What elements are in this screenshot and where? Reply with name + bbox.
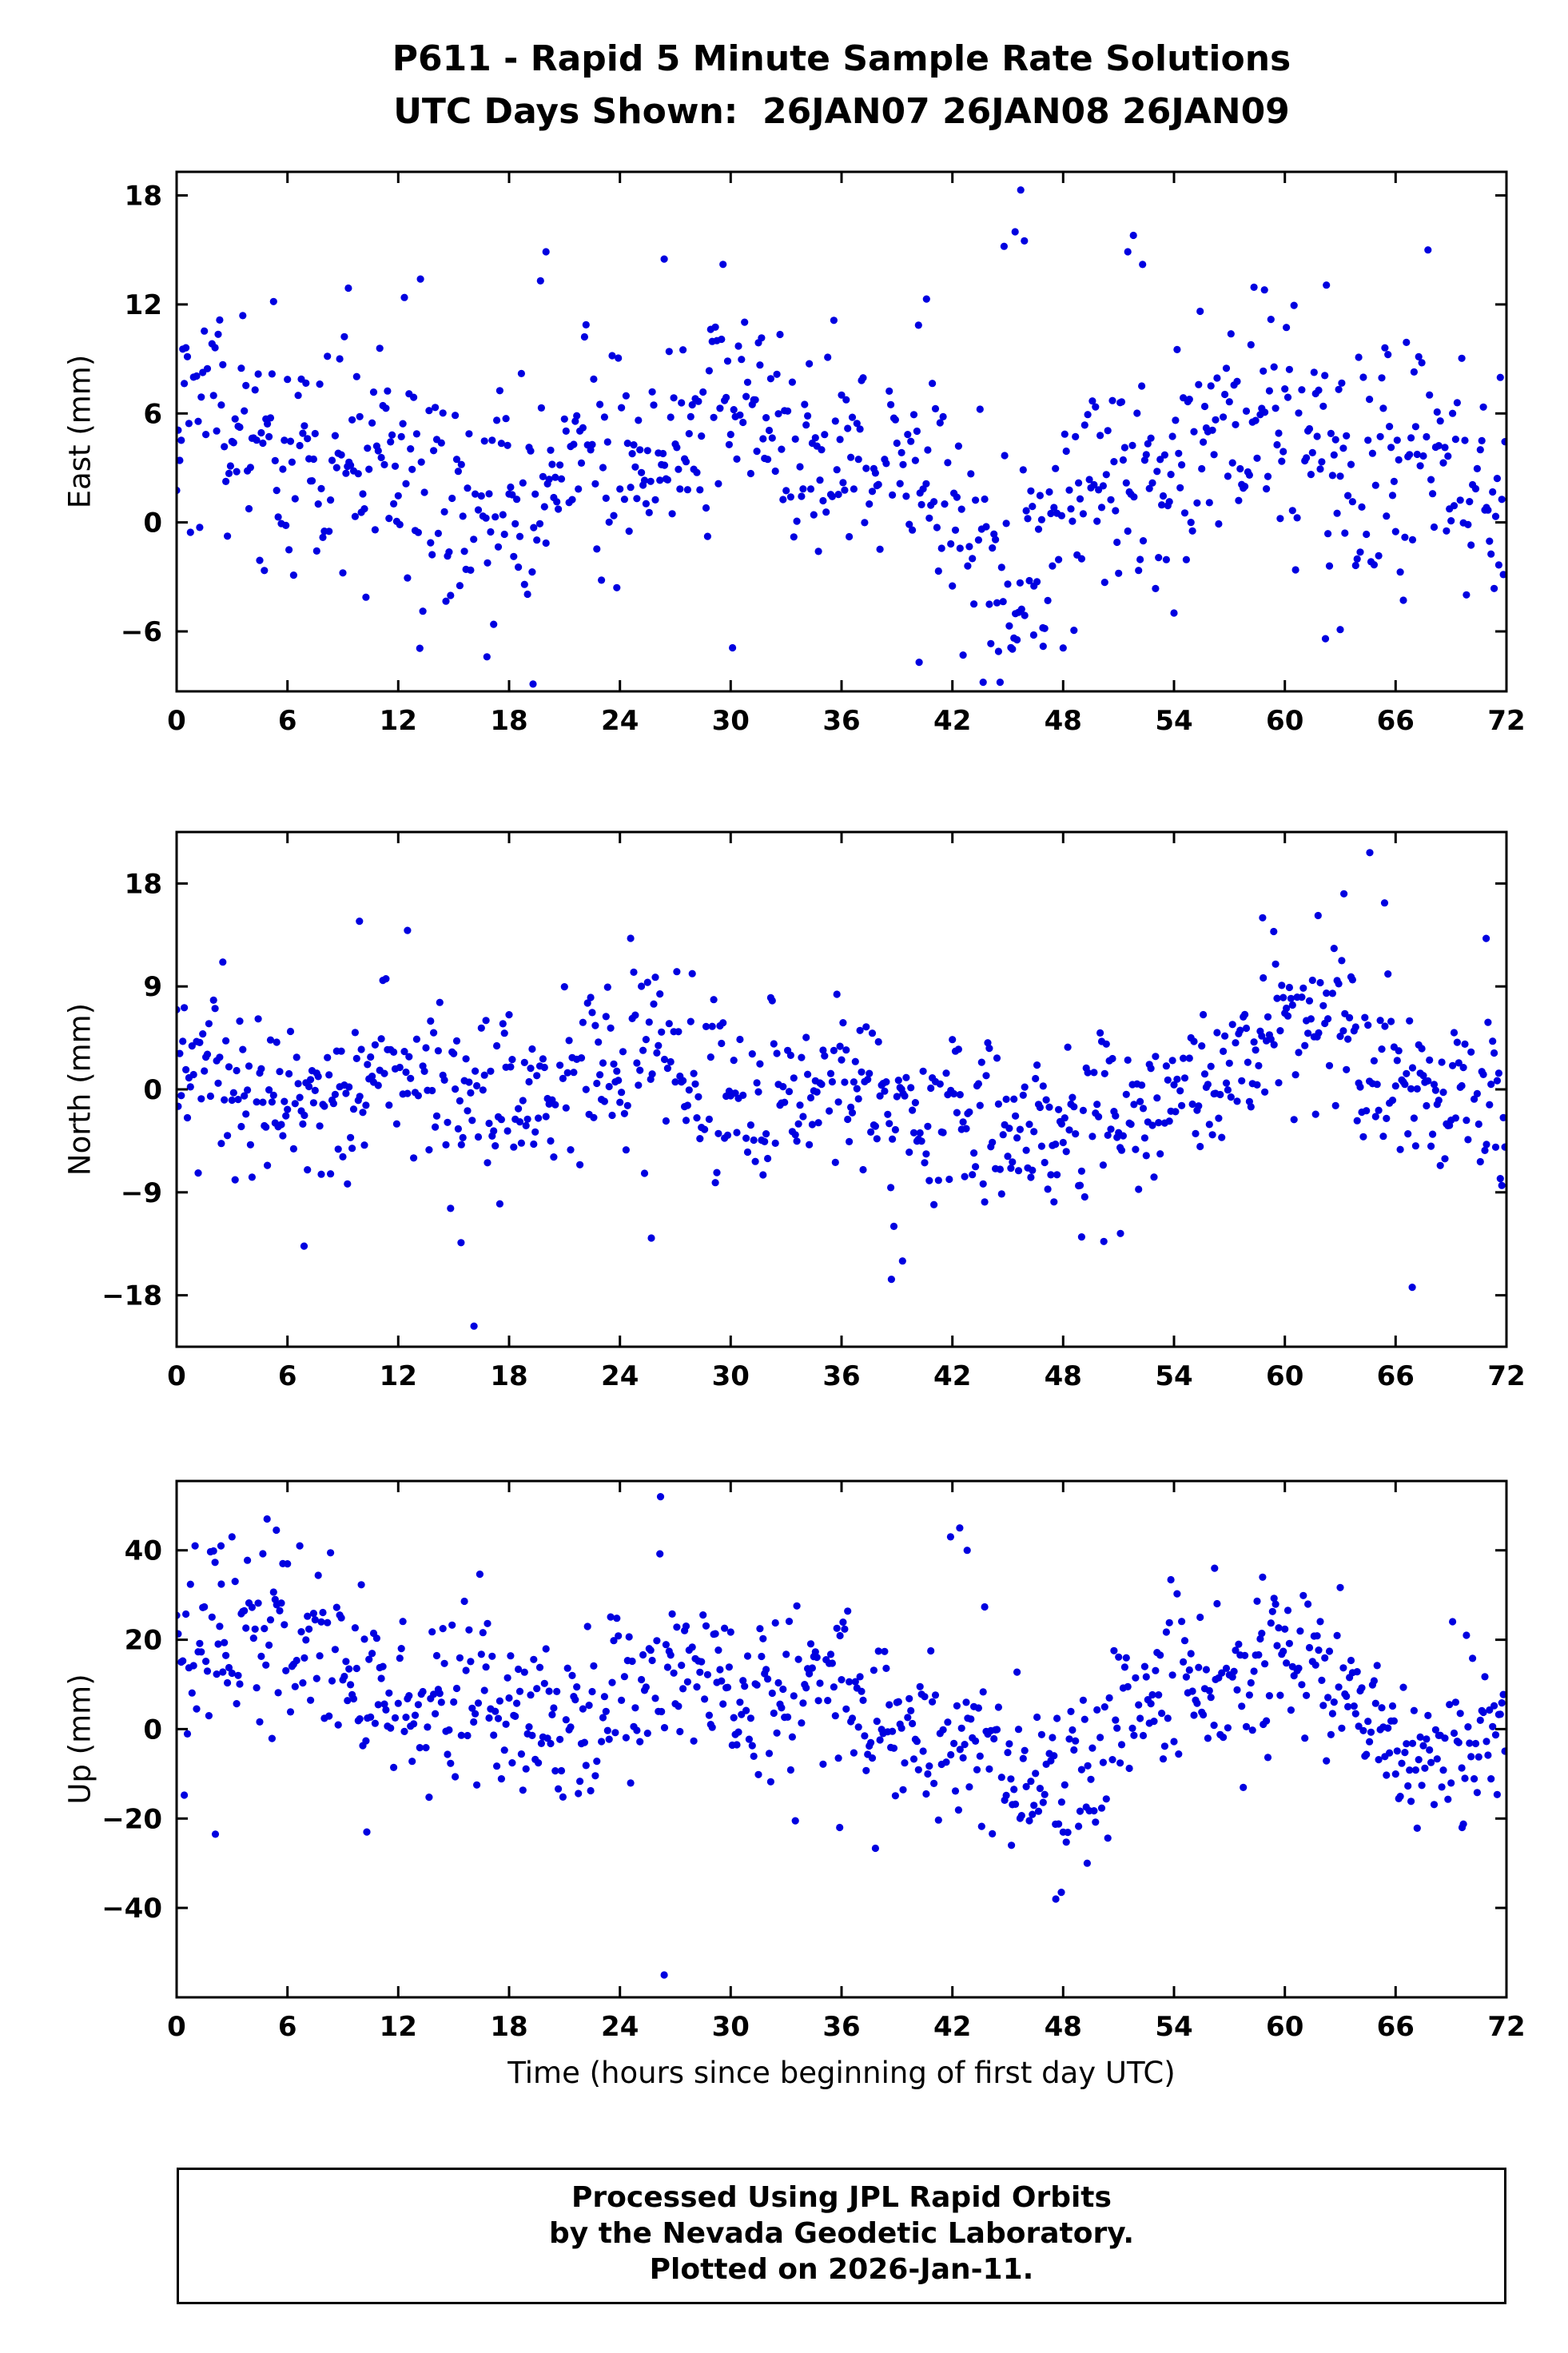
svg-text:36: 36 (822, 2011, 860, 2043)
north-ticks (175, 832, 1508, 1347)
svg-text:9: 9 (143, 971, 162, 1003)
svg-text:12: 12 (380, 1360, 417, 1392)
svg-text:60: 60 (1266, 1360, 1303, 1392)
svg-text:48: 48 (1045, 1360, 1082, 1392)
up-tick-labels: 0 6 12 18 24 30 36 42 48 54 60 66 72 −40 −20 0 20 40 (101, 1535, 1525, 2043)
chart-subtitle: UTC Days Shown: 26JAN07 26JAN08 26JAN09 (393, 91, 1290, 132)
svg-text:−40: −40 (101, 1893, 162, 1925)
svg-text:42: 42 (933, 2011, 971, 2043)
footer-line-1: Processed Using JPL Rapid Orbits (571, 2181, 1112, 2214)
svg-text:36: 36 (822, 705, 860, 737)
svg-text:20: 20 (125, 1625, 162, 1657)
footer-box: Processed Using JPL Rapid Orbits by the … (177, 2168, 1506, 2304)
svg-text:42: 42 (933, 1360, 971, 1392)
svg-text:24: 24 (601, 1360, 639, 1392)
svg-text:42: 42 (933, 705, 971, 737)
svg-text:72: 72 (1487, 705, 1525, 737)
svg-text:18: 18 (490, 2011, 527, 2043)
svg-text:12: 12 (125, 289, 162, 321)
svg-text:0: 0 (143, 508, 162, 539)
up-points (176, 1493, 1507, 1979)
svg-text:6: 6 (143, 398, 162, 430)
svg-text:48: 48 (1045, 705, 1082, 737)
svg-text:24: 24 (601, 2011, 639, 2043)
svg-text:60: 60 (1266, 705, 1303, 737)
svg-text:66: 66 (1377, 2011, 1415, 2043)
svg-text:60: 60 (1266, 2011, 1303, 2043)
svg-text:0: 0 (143, 1074, 162, 1106)
svg-text:72: 72 (1487, 2011, 1525, 2043)
svg-text:66: 66 (1377, 1360, 1415, 1392)
east-points (176, 186, 1507, 688)
svg-text:−9: −9 (121, 1177, 162, 1209)
svg-text:−6: −6 (121, 616, 162, 648)
east-scatter-plot: 0 6 12 18 24 30 36 42 48 54 60 66 72 −6 0 6 12 18 (121, 170, 1526, 738)
svg-text:6: 6 (278, 705, 297, 737)
svg-text:12: 12 (380, 2011, 417, 2043)
svg-text:18: 18 (125, 868, 162, 900)
svg-text:54: 54 (1155, 1360, 1192, 1392)
up-ticks (175, 1481, 1508, 1997)
svg-text:66: 66 (1377, 705, 1415, 737)
svg-text:0: 0 (167, 1360, 186, 1392)
svg-text:54: 54 (1155, 2011, 1192, 2043)
svg-text:24: 24 (601, 705, 639, 737)
north-scatter-plot: 0 6 12 18 24 30 36 42 48 54 60 66 72 −18 −9 0 9 18 (101, 830, 1526, 1392)
svg-text:30: 30 (712, 705, 750, 737)
footer-line-3: Plotted on 2026-Jan-11. (649, 2253, 1034, 2286)
east-tick-labels: 0 6 12 18 24 30 36 42 48 54 60 66 72 −6 0 6 12 18 (121, 181, 1526, 738)
east-ticks (175, 172, 1508, 691)
svg-text:40: 40 (125, 1535, 162, 1567)
svg-text:18: 18 (125, 181, 162, 213)
svg-text:12: 12 (380, 705, 417, 737)
svg-text:6: 6 (278, 1360, 297, 1392)
x-axis-label: Time (hours since beginning of first day… (507, 2056, 1176, 2090)
svg-text:48: 48 (1045, 2011, 1082, 2043)
svg-text:18: 18 (490, 1360, 527, 1392)
north-tick-labels: 0 6 12 18 24 30 36 42 48 54 60 66 72 −18 −9 0 9 18 (101, 868, 1525, 1392)
svg-text:36: 36 (822, 1360, 860, 1392)
svg-text:6: 6 (278, 2011, 297, 2043)
svg-text:−20: −20 (101, 1803, 162, 1835)
north-points (176, 849, 1507, 1330)
up-scatter-plot: 0 6 12 18 24 30 36 42 48 54 60 66 72 −40 −20 0 20 40 (101, 1479, 1526, 2043)
svg-text:30: 30 (712, 1360, 750, 1392)
svg-text:−18: −18 (101, 1280, 162, 1312)
svg-text:0: 0 (167, 2011, 186, 2043)
svg-text:30: 30 (712, 2011, 750, 2043)
svg-text:0: 0 (143, 1714, 162, 1746)
svg-text:0: 0 (167, 705, 186, 737)
svg-text:72: 72 (1487, 1360, 1525, 1392)
north-frame (175, 830, 1508, 1348)
chart-title: P611 - Rapid 5 Minute Sample Rate Soluti… (392, 38, 1291, 79)
svg-text:54: 54 (1155, 705, 1192, 737)
footer-line-2: by the Nevada Geodetic Laboratory. (548, 2217, 1135, 2250)
svg-text:18: 18 (490, 705, 527, 737)
